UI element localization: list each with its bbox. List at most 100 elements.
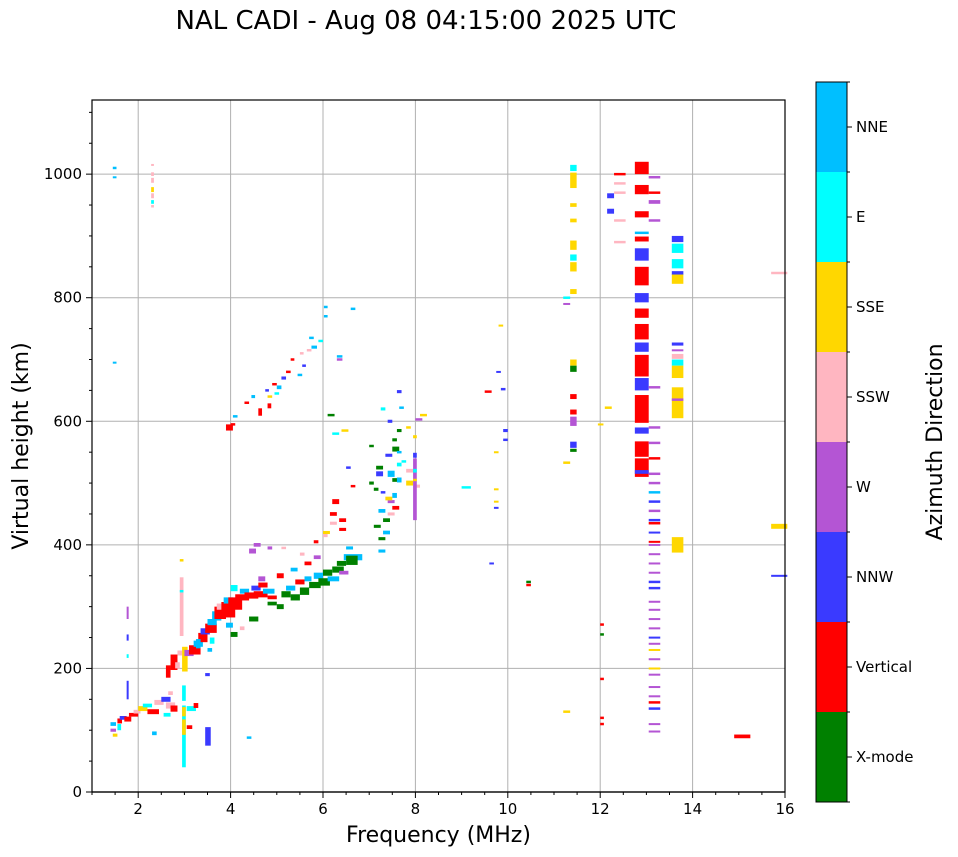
- data-point-vertical: [313, 540, 319, 544]
- data-point-sse: [413, 478, 417, 482]
- data-point-nne: [304, 576, 312, 582]
- data-point-ssw: [671, 353, 684, 359]
- data-point-nne: [336, 355, 343, 358]
- data-point-vertical: [339, 527, 347, 531]
- data-point-sse: [570, 218, 577, 223]
- colorbar-swatch-w: [816, 442, 847, 532]
- data-point-e: [563, 296, 571, 299]
- data-point-vertical: [286, 370, 291, 374]
- data-point-nne: [392, 492, 397, 498]
- data-point-e: [209, 637, 215, 644]
- data-point-nnw: [500, 387, 506, 391]
- data-point-e: [671, 359, 684, 366]
- data-point-nne: [399, 406, 404, 409]
- data-point-nne: [311, 345, 317, 349]
- data-point-vertical: [258, 408, 263, 416]
- data-point-sse: [648, 648, 661, 651]
- data-point-nne: [290, 567, 298, 572]
- data-point-vertical: [600, 722, 604, 726]
- data-point-w: [648, 627, 661, 630]
- data-point-vertical: [350, 484, 356, 488]
- data-point-vertical: [600, 623, 604, 626]
- data-point-vertical: [230, 423, 236, 426]
- data-point-sse: [151, 187, 154, 193]
- colorbar-label-nnw: NNW: [856, 568, 893, 586]
- colorbar-label: Azimuth Direction: [923, 343, 948, 540]
- data-point-ssw: [771, 271, 788, 275]
- data-point-sse: [570, 203, 577, 207]
- data-point-vertical: [235, 594, 250, 601]
- data-point-e: [186, 706, 196, 712]
- data-point-e: [274, 392, 280, 395]
- data-point-sse: [570, 172, 577, 189]
- data-point-ssw: [151, 193, 154, 199]
- data-point-ssw: [168, 691, 173, 695]
- data-point-vertical: [225, 424, 233, 431]
- data-point-nne: [323, 315, 328, 318]
- data-point-vertical: [634, 236, 649, 242]
- data-point-w: [336, 358, 343, 361]
- y-tick-label: 600: [53, 412, 82, 430]
- data-point-vertical: [244, 592, 259, 599]
- data-point-vertical: [272, 382, 277, 386]
- data-point-vertical: [189, 645, 201, 655]
- data-point-vertical: [253, 591, 268, 598]
- data-point-nnw: [648, 518, 661, 522]
- data-point-w: [648, 175, 661, 179]
- data-point-nnw: [413, 452, 417, 458]
- data-point-sse: [563, 710, 571, 713]
- data-point-e: [396, 462, 402, 467]
- data-point-nnw: [251, 585, 261, 591]
- data-point-x-mode: [230, 631, 238, 637]
- data-point-nne: [396, 477, 402, 483]
- data-point-vertical: [648, 701, 661, 704]
- data-point-e: [142, 703, 153, 708]
- data-point-ssw: [154, 699, 164, 705]
- chart-title: NAL CADI - Aug 08 04:15:00 2025 UTC: [175, 6, 677, 36]
- data-point-vertical: [634, 211, 649, 218]
- data-point-x-mode: [369, 444, 374, 448]
- data-point-vertical: [648, 540, 661, 543]
- data-point-x-mode: [309, 581, 321, 589]
- data-point-ssw: [406, 468, 414, 473]
- data-point-vertical: [634, 395, 649, 423]
- data-point-w: [570, 416, 577, 426]
- data-point-vertical: [258, 582, 268, 588]
- data-point-nne: [350, 307, 356, 311]
- data-point-ssw: [329, 521, 337, 525]
- data-point-sse: [267, 395, 273, 398]
- data-point-ssw: [614, 182, 626, 185]
- data-point-vertical: [244, 401, 250, 404]
- data-point-w: [339, 570, 349, 575]
- data-point-w: [648, 553, 661, 556]
- x-tick-label: 8: [411, 800, 421, 818]
- data-point-e: [179, 589, 184, 593]
- x-tick-label: 10: [498, 800, 517, 818]
- data-point-w: [648, 673, 661, 676]
- data-point-e: [182, 685, 186, 701]
- data-point-nnw: [648, 580, 661, 584]
- data-point-e: [163, 712, 171, 717]
- data-points: [110, 161, 788, 768]
- data-point-x-mode: [392, 438, 397, 442]
- x-tick-label: 14: [683, 800, 702, 818]
- data-point-e: [671, 243, 684, 253]
- data-point-sse: [493, 451, 499, 454]
- data-point-nnw: [126, 634, 129, 641]
- data-point-w: [249, 548, 257, 554]
- data-point-x-mode: [318, 578, 330, 586]
- data-point-nne: [152, 731, 157, 736]
- data-point-ssw: [175, 662, 180, 669]
- data-point-nnw: [671, 271, 684, 275]
- data-point-nnw: [648, 500, 661, 503]
- data-point-vertical: [634, 458, 649, 477]
- data-point-sse: [563, 461, 571, 464]
- x-axis-label: Frequency (MHz): [346, 823, 531, 848]
- data-point-vertical: [304, 561, 312, 566]
- data-point-w: [648, 426, 661, 429]
- data-point-x-mode: [327, 413, 335, 417]
- data-point-e: [182, 705, 186, 768]
- data-point-sse: [406, 426, 411, 429]
- data-point-vertical: [600, 716, 604, 720]
- data-point-sse: [406, 480, 414, 486]
